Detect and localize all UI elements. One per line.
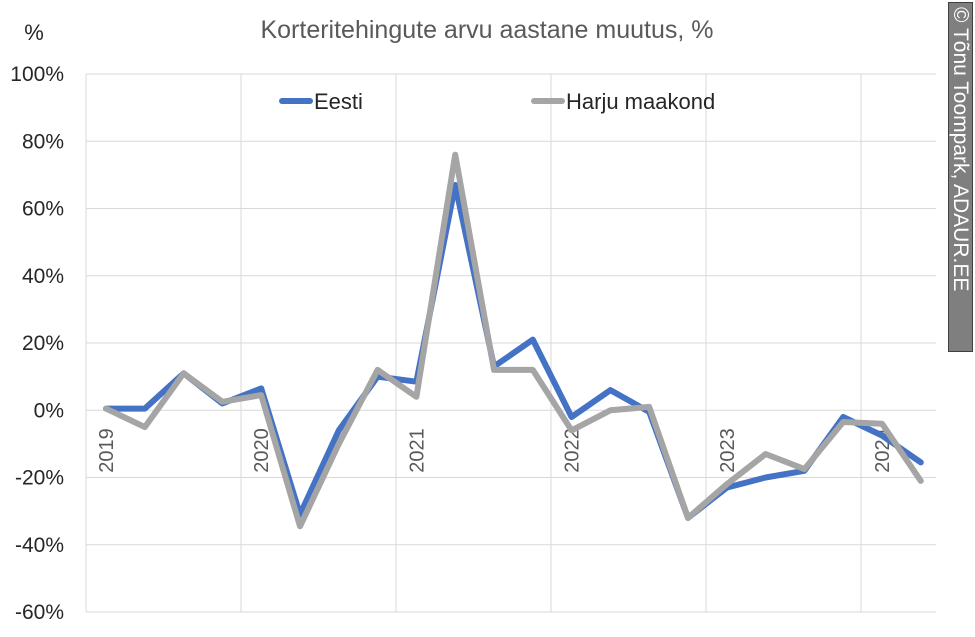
x-tick-label-year: 2019 [96, 428, 118, 473]
x-tick-label-year: 2023 [717, 428, 739, 473]
copyright-symbol: © [949, 7, 972, 23]
legend: Eesti Harju maakond [279, 89, 715, 114]
credit-text: © Tõnu Toompark, ADAUR.EE [948, 3, 973, 353]
y-tick-label: 20% [22, 332, 64, 355]
copyright-credit: © Tõnu Toompark, ADAUR.EE [948, 2, 973, 352]
series-lines [103, 151, 924, 530]
y-tick-label: 80% [22, 130, 64, 153]
y-tick-label: -60% [15, 601, 64, 624]
x-tick-label-year: 2020 [251, 428, 273, 473]
y-tick-label: -20% [15, 467, 64, 490]
y-tick-label: 0% [34, 399, 64, 422]
chart-title: Korteritehingute arvu aastane muutus, % [260, 16, 713, 44]
y-tick-label: 60% [22, 198, 64, 221]
x-tick-label-year: 2022 [562, 428, 584, 473]
credit-label: Tõnu Toompark, ADAUR.EE [949, 27, 972, 292]
y-unit-label: % [24, 20, 44, 45]
y-gridlines [86, 73, 936, 613]
series-line-harju-maakond [103, 151, 924, 530]
y-tick-label: 100% [10, 63, 64, 86]
y-tick-label: -40% [15, 534, 64, 557]
y-tick-label: 40% [22, 265, 64, 288]
x-gridlines [85, 74, 862, 612]
legend-label: Eesti [314, 89, 363, 114]
legend-label: Harju maakond [566, 89, 715, 114]
y-tick-labels: -60% -40% -20% 0% 20% 40% 60% 80% 100% [10, 63, 64, 624]
x-tick-labels: 2019 2020 2021 2022 2023 2024 [96, 428, 894, 473]
x-tick-label-year: 2021 [406, 428, 428, 473]
